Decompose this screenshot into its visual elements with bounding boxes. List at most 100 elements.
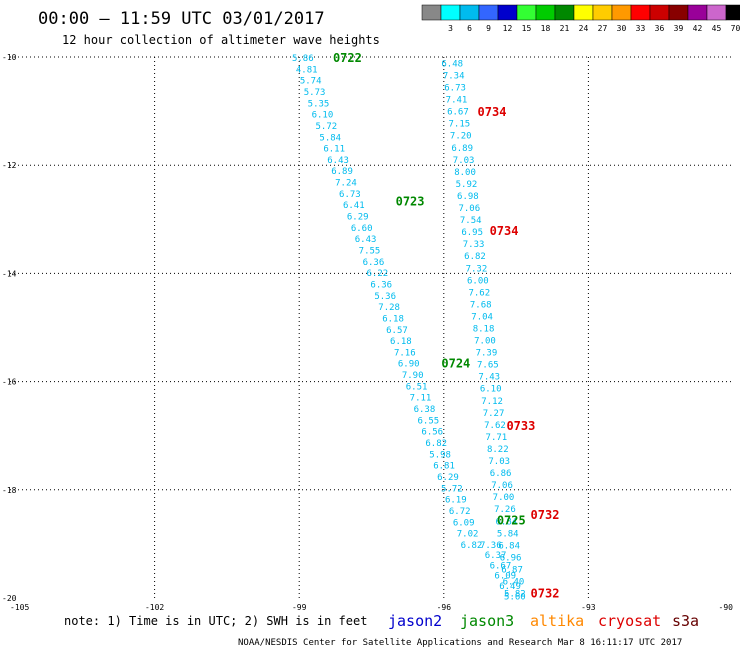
legend-bin-label: 36 bbox=[655, 24, 665, 33]
wave-height-value: 7.68 bbox=[470, 300, 492, 310]
legend-bin-label: 6 bbox=[467, 24, 472, 33]
wave-height-value: 6.89 bbox=[451, 144, 473, 154]
wave-height-value: 7.03 bbox=[488, 457, 510, 467]
legend-swatch bbox=[440, 4, 461, 21]
wave-height-value: 6.29 bbox=[437, 473, 459, 483]
wave-height-value: 7.39 bbox=[476, 349, 498, 359]
satellite-legend-cryosat: cryosat bbox=[598, 612, 661, 630]
pass-time-label: 0722 bbox=[333, 51, 362, 65]
chart-subtitle: 12 hour collection of altimeter wave hei… bbox=[62, 33, 380, 47]
satellite-legend-altika: altika bbox=[530, 612, 584, 630]
wave-height-value: 7.65 bbox=[477, 361, 499, 371]
legend-bin-label: 33 bbox=[636, 24, 646, 33]
wave-height-value: 6.09 bbox=[494, 572, 516, 582]
wave-height-value: 7.20 bbox=[450, 132, 472, 142]
y-tick-label: -18 bbox=[2, 486, 17, 495]
wave-height-value: 6.00 bbox=[467, 276, 489, 286]
legend-bin-label: 39 bbox=[674, 24, 684, 33]
wave-height-value: 7.28 bbox=[378, 303, 400, 313]
wave-height-value: 7.71 bbox=[486, 433, 508, 443]
legend-swatch bbox=[421, 4, 442, 21]
wave-height-value: 5.84 bbox=[497, 529, 519, 539]
wave-height-value: 6.48 bbox=[441, 59, 463, 69]
wave-height-value: 8.22 bbox=[487, 445, 509, 455]
pass-time-label: 0732 bbox=[531, 508, 560, 522]
satellite-legend-jason3: jason3 bbox=[460, 612, 514, 630]
y-tick-label: -12 bbox=[2, 161, 17, 170]
pass-time-label: 0723 bbox=[396, 194, 425, 208]
wave-height-value: 6.49 bbox=[499, 582, 521, 592]
x-tick-label: -105 bbox=[10, 603, 29, 612]
wave-height-value: 6.98 bbox=[457, 192, 479, 202]
legend-swatch bbox=[573, 4, 594, 21]
wave-height-value: 6.73 bbox=[339, 190, 361, 200]
legend-swatch bbox=[497, 4, 518, 21]
chart-title: 00:00 – 11:59 UTC 03/01/2017 bbox=[38, 9, 325, 29]
wave-height-value: 6.82 bbox=[461, 541, 483, 551]
credit-line: NOAA/NESDIS Center for Satellite Applica… bbox=[238, 638, 682, 648]
wave-height-value: 5.72 bbox=[316, 122, 338, 132]
wave-height-value: 5.86 bbox=[292, 54, 314, 64]
wave-height-value: 6.38 bbox=[414, 405, 436, 415]
axis-ticks: -105 -102 -99 -96 -93 -90 -10 -12 -14 -16 -18 -20 bbox=[2, 53, 733, 612]
altimeter-tracks: 5.864.815.745.735.356.105.725.846.116.43… bbox=[292, 54, 526, 602]
y-tick-label: -10 bbox=[2, 53, 17, 62]
x-tick-label: -96 bbox=[437, 603, 452, 612]
satellite-legend-s3a: s3a bbox=[672, 612, 699, 630]
wave-height-value: 6.86 bbox=[490, 469, 512, 479]
legend-bin-label: 30 bbox=[617, 24, 627, 33]
wave-height-value: 7.00 bbox=[474, 337, 496, 347]
wave-height-value: 6.37 bbox=[485, 551, 507, 561]
wave-height-value: 6.43 bbox=[355, 235, 377, 245]
wave-height-value: 6.57 bbox=[386, 326, 408, 336]
x-tick-label: -102 bbox=[145, 603, 164, 612]
wave-height-value: 5.92 bbox=[456, 180, 478, 190]
satellite-legend: jason2 jason3 altika cryosat s3a bbox=[388, 612, 699, 630]
units-note: note: 1) Time is in UTC; 2) SWH is in fe… bbox=[64, 614, 367, 628]
legend-swatch bbox=[649, 4, 670, 21]
wave-height-value: 7.43 bbox=[478, 373, 500, 383]
wave-height-value: 5.60 bbox=[504, 592, 526, 602]
wave-height-value: 6.89 bbox=[331, 167, 353, 177]
pass-time-label: 0724 bbox=[441, 357, 470, 371]
wave-height-value: 7.04 bbox=[471, 312, 493, 322]
pass-time-label: 0734 bbox=[478, 105, 507, 119]
legend-bin-label: 18 bbox=[541, 24, 551, 33]
legend-swatch bbox=[535, 4, 556, 21]
legend-bin-label: 3 bbox=[448, 24, 453, 33]
wave-height-value: 6.72 bbox=[449, 507, 471, 517]
wave-height-value: 7.36 bbox=[480, 541, 502, 551]
wave-height-value: 6.43 bbox=[327, 156, 349, 166]
legend-swatch bbox=[725, 4, 740, 21]
wave-height-value: 7.15 bbox=[449, 120, 471, 130]
x-tick-label: -93 bbox=[581, 603, 596, 612]
wave-height-value: 6.82 bbox=[464, 252, 486, 262]
wave-height-value: 7.55 bbox=[359, 246, 381, 256]
wave-height-value: 7.24 bbox=[335, 179, 357, 189]
y-tick-label: -20 bbox=[2, 594, 17, 603]
wave-height-value: 6.19 bbox=[445, 496, 467, 506]
wave-height-value: 6.11 bbox=[323, 145, 345, 155]
legend-swatch bbox=[459, 4, 480, 21]
wave-height-value: 6.82 bbox=[425, 439, 447, 449]
wave-height-value: 6.90 bbox=[398, 360, 420, 370]
wave-height-value: 5.98 bbox=[429, 450, 451, 460]
legend-bin-label: 12 bbox=[503, 24, 513, 33]
legend-bin-label: 9 bbox=[486, 24, 491, 33]
wave-height-value: 5.36 bbox=[374, 292, 396, 302]
wave-height-value: 7.33 bbox=[463, 240, 485, 250]
legend-bin-label: 45 bbox=[712, 24, 722, 33]
wave-height-value: 7.02 bbox=[457, 530, 479, 540]
legend-bin-label: 27 bbox=[598, 24, 608, 33]
wave-height-value: 5.35 bbox=[308, 99, 330, 109]
wave-height-value: 7.54 bbox=[460, 216, 482, 226]
wave-height-value: 7.03 bbox=[453, 156, 475, 166]
wave-height-value: 6.40 bbox=[503, 578, 525, 588]
wave-height-value: 5.74 bbox=[300, 77, 322, 87]
wave-height-value: 6.96 bbox=[500, 553, 522, 563]
wave-height-value: 8.18 bbox=[473, 325, 495, 335]
x-tick-label: -99 bbox=[292, 603, 307, 612]
satellite-legend-jason2: jason2 bbox=[388, 612, 442, 630]
